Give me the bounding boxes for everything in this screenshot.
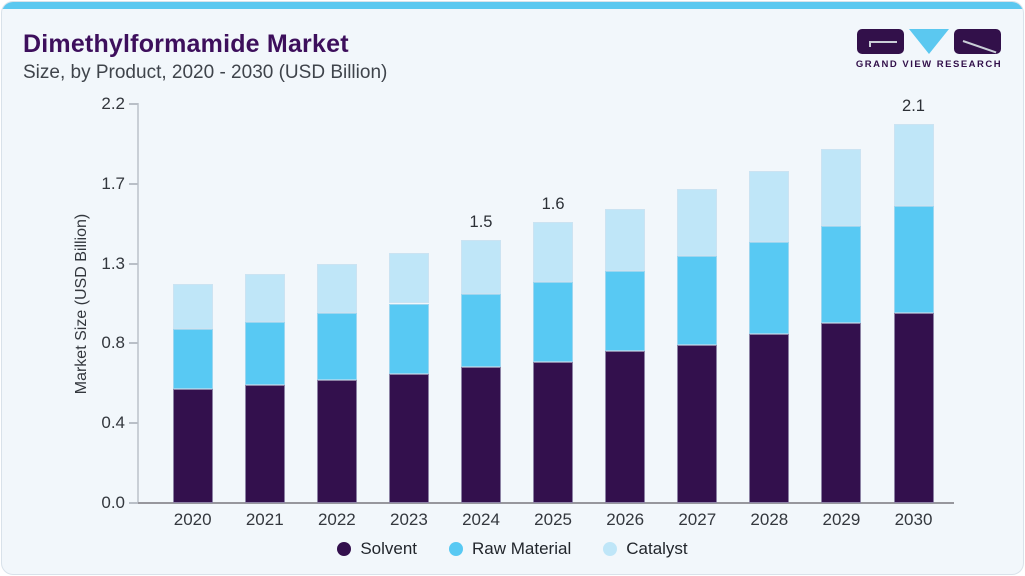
logo-g-glyph [869,41,897,43]
legend-label: Solvent [360,539,418,558]
bar-total-label-2030: 2.1 [902,96,925,115]
y-axis-line [137,103,139,503]
bar-segment-solvent-2025 [533,361,574,503]
y-tick-mark [129,103,138,105]
bar-segment-raw-material-2022 [316,312,357,380]
bar-segment-catalyst-2027 [677,189,718,257]
x-axis-label-2022: 2022 [317,510,356,529]
bar-segment-catalyst-2024 [461,240,502,295]
y-tick-label: 0.0 [101,493,125,512]
legend-item-solvent: Solvent [337,539,417,559]
bar-segment-raw-material-2020 [172,328,213,389]
bar-segment-catalyst-2021 [244,274,285,322]
page-subtitle: Size, by Product, 2020 - 2030 (USD Billi… [23,62,388,83]
y-tick-label: 0.4 [101,413,125,433]
x-axis-label-2023: 2023 [390,510,428,529]
legend-dot-icon [337,542,352,556]
y-tick-label: 0.8 [101,333,125,353]
bar-segment-solvent-2021 [244,385,285,503]
legend-dot-icon [449,542,464,556]
bar-segment-solvent-2023 [388,374,429,503]
x-axis-label-2029: 2029 [822,510,861,529]
bar-segment-raw-material-2029 [821,225,862,324]
y-tick-mark [129,502,138,504]
x-axis-label-2021: 2021 [245,510,284,529]
logo-r-square-icon [954,29,1001,54]
x-axis-label-2024: 2024 [462,510,500,529]
bar-segment-catalyst-2023 [388,252,429,304]
y-tick-mark [129,342,138,345]
brand-name: GRAND VIEW RESEARCH [855,59,1003,70]
bar-segment-solvent-2028 [749,334,790,503]
x-axis-label-2025: 2025 [534,510,572,529]
legend-dot-icon [603,542,618,556]
y-tick-label: 1.3 [101,253,125,273]
bar-segment-raw-material-2026 [605,270,646,351]
page-title: Dimethylformamide Market [23,30,349,58]
bar-segment-raw-material-2023 [388,303,429,375]
logo-v-triangle-icon [909,29,949,54]
bar-segment-solvent-2020 [172,388,213,503]
bar-segment-catalyst-2028 [749,171,790,242]
x-axis-label-2030: 2030 [894,510,933,529]
logo-r-glyph [962,40,997,54]
bar-segment-solvent-2029 [821,323,862,503]
bar-segment-solvent-2026 [605,350,646,503]
bar-segment-catalyst-2029 [821,149,862,226]
bar-segment-catalyst-2026 [605,209,646,271]
y-axis-title: Market Size (USD Billion) [73,213,90,395]
bar-segment-catalyst-2025 [533,221,574,282]
bar-segment-raw-material-2027 [677,256,718,346]
x-axis-line [137,502,954,504]
bar-segment-catalyst-2022 [316,263,357,313]
legend-label: Catalyst [626,539,688,558]
top-accent-bar [2,2,1023,9]
bar-segment-raw-material-2024 [461,294,502,367]
legend-item-catalyst: Catalyst [603,539,688,559]
bar-segment-catalyst-2030 [893,123,934,206]
logo-g-square-icon [857,29,904,54]
legend-item-raw-material: Raw Material [449,539,571,559]
legend-label: Raw Material [472,539,572,558]
y-tick-mark [129,262,138,265]
x-axis-label-2026: 2026 [606,510,645,529]
x-axis-label-2028: 2028 [750,510,789,529]
bar-segment-solvent-2027 [677,345,718,503]
bar-segment-raw-material-2030 [893,205,934,313]
bar-segment-solvent-2030 [893,312,934,503]
x-axis-label-2020: 2020 [173,510,212,529]
y-tick-label: 1.7 [101,173,125,193]
bar-segment-raw-material-2021 [244,321,285,386]
x-axis-label-2027: 2027 [678,510,717,529]
y-tick-mark [129,182,138,185]
y-tick-label: 2.2 [101,94,125,113]
bar-segment-raw-material-2028 [749,241,790,335]
chart-legend: Solvent Raw Material Catalyst [2,539,1023,559]
bar-segment-solvent-2022 [316,379,357,503]
y-tick-mark [129,422,138,425]
bar-segment-solvent-2024 [461,366,502,503]
bar-total-label-2025: 1.6 [541,194,565,213]
bar-segment-catalyst-2020 [172,283,213,329]
bar-segment-raw-material-2025 [533,281,574,362]
bar-total-label-2024: 1.5 [469,213,493,232]
